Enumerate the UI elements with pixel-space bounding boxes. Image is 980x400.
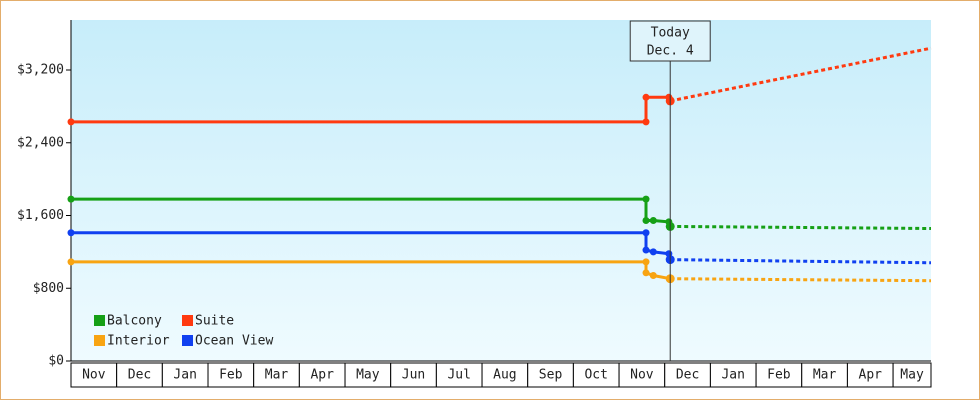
forecast-line xyxy=(670,277,932,283)
x-tick-label: Jul xyxy=(447,368,470,383)
price-point xyxy=(67,258,75,266)
legend-label: Ocean View xyxy=(195,334,273,349)
x-tick-label: Mar xyxy=(813,368,837,383)
price-point xyxy=(642,195,650,203)
today-box xyxy=(629,20,711,62)
price-point xyxy=(642,229,650,237)
legend-swatch xyxy=(94,315,105,326)
price-point xyxy=(649,217,657,225)
price-point xyxy=(642,217,650,225)
forecast-line xyxy=(670,224,932,231)
x-tick-label: Feb xyxy=(767,368,791,383)
x-tick-label: May xyxy=(356,368,380,383)
legend-swatch xyxy=(94,335,105,346)
x-tick-label: Nov xyxy=(82,368,106,383)
x-tick-label: Apr xyxy=(310,368,334,383)
x-tick-label: Dec xyxy=(128,368,151,383)
today-date: Dec. 4 xyxy=(647,44,694,59)
today-label: Today xyxy=(651,26,690,41)
y-tick-label: $3,200 xyxy=(17,63,64,78)
price-point xyxy=(642,118,650,126)
legend-label: Interior xyxy=(107,334,170,349)
y-tick-label: $1,600 xyxy=(17,208,64,223)
y-tick-label: $800 xyxy=(33,281,64,296)
x-tick-label: Jan xyxy=(721,368,744,383)
x-tick-label: May xyxy=(900,368,924,383)
x-tick-label: Aug xyxy=(493,368,516,383)
price-point xyxy=(649,248,657,256)
x-tick-label: Mar xyxy=(265,368,289,383)
forecast-line xyxy=(669,46,932,103)
x-tick-label: Jan xyxy=(173,368,196,383)
y-tick-label: $2,400 xyxy=(17,135,64,150)
month-cell xyxy=(846,362,894,388)
price-point xyxy=(642,246,650,254)
x-tick-label: Nov xyxy=(630,368,654,383)
legend-swatch xyxy=(182,315,193,326)
month-cell xyxy=(709,362,757,388)
plot-background xyxy=(71,20,931,361)
legend-swatch xyxy=(182,335,193,346)
x-tick-label: Oct xyxy=(584,368,607,383)
x-tick-label: Apr xyxy=(859,368,883,383)
month-cell xyxy=(892,362,932,388)
price-point xyxy=(642,258,650,266)
price-point xyxy=(649,272,657,280)
x-tick-label: Sep xyxy=(539,368,563,383)
x-tick-label: Dec xyxy=(676,368,699,383)
price-point xyxy=(67,195,75,203)
legend-label: Balcony xyxy=(107,314,162,329)
month-cell xyxy=(755,362,803,388)
month-cell xyxy=(618,362,666,388)
month-cell xyxy=(253,362,300,388)
price-point xyxy=(67,229,75,237)
month-cell xyxy=(435,362,483,388)
month-cell xyxy=(527,362,574,388)
price-point xyxy=(67,118,75,126)
legend-label: Suite xyxy=(195,314,234,329)
x-tick-label: Jun xyxy=(402,368,425,383)
price-point xyxy=(642,93,650,101)
forecast-line xyxy=(670,258,932,265)
month-cell xyxy=(344,362,392,388)
month-cell xyxy=(161,362,209,388)
y-tick-label: $0 xyxy=(48,354,64,369)
x-tick-label: Feb xyxy=(219,368,243,383)
price-point xyxy=(642,269,650,277)
